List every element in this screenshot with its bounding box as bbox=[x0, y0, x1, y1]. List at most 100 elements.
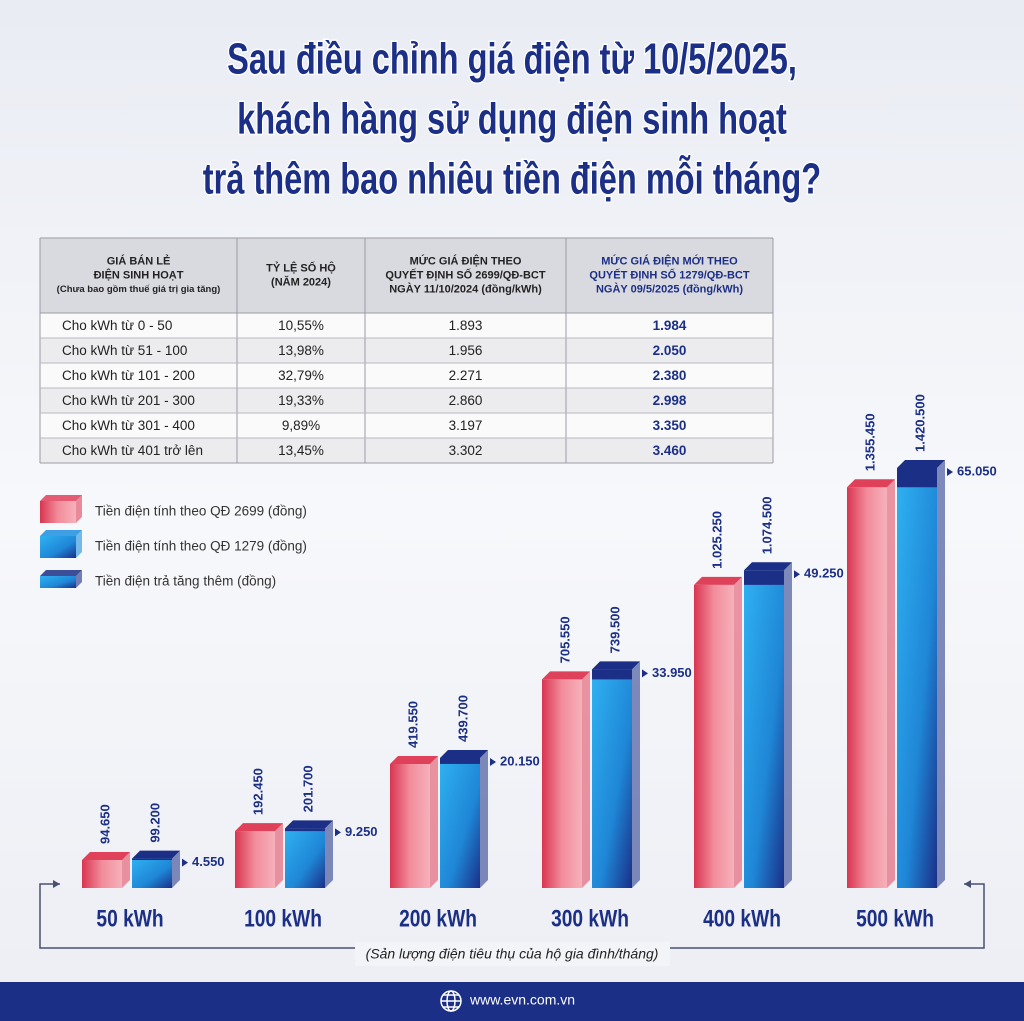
bar-top bbox=[847, 479, 895, 488]
table-cell: 2.380 bbox=[653, 368, 687, 383]
category-group: 500 kWh bbox=[856, 904, 934, 932]
bar-side bbox=[430, 755, 438, 888]
increase-segment bbox=[897, 468, 937, 488]
bar-top bbox=[132, 850, 180, 859]
title-line-group: trả thêm bao nhiêu tiền điện mỗi tháng? bbox=[202, 153, 823, 206]
category-group: 100 kWh bbox=[244, 904, 322, 932]
footer-bar bbox=[0, 982, 1024, 1021]
bar-top bbox=[694, 576, 742, 585]
bar bbox=[285, 828, 325, 888]
legend-swatch-top bbox=[40, 530, 82, 536]
increase-label: 9.250 bbox=[345, 824, 378, 839]
table-header-text: (Chưa bao gồm thuế giá trị gia tăng) bbox=[57, 284, 221, 295]
table-cell: 3.460 bbox=[653, 443, 687, 458]
table-cell: Cho kWh từ 0 - 50 bbox=[62, 318, 172, 333]
bar-side bbox=[887, 479, 895, 888]
value-label: 439.700 bbox=[455, 695, 470, 742]
increase-arrow bbox=[490, 757, 496, 766]
bar-side bbox=[784, 562, 792, 888]
category-group: 400 kWh bbox=[703, 904, 781, 932]
category-group: 300 kWh bbox=[551, 904, 629, 932]
table-cell: 2.271 bbox=[449, 368, 483, 383]
table-row-bg bbox=[40, 388, 773, 413]
table-cell: 3.197 bbox=[449, 418, 483, 433]
bar bbox=[132, 858, 172, 888]
bar bbox=[694, 584, 734, 888]
table-row-bg bbox=[40, 438, 773, 463]
bar bbox=[592, 669, 632, 888]
bar-top bbox=[440, 749, 488, 758]
value-label: 1.074.500 bbox=[759, 496, 774, 554]
title: Sau điều chỉnh giá điện từ 10/5/2025, khá… bbox=[202, 34, 823, 206]
table-cell: Cho kWh từ 301 - 400 bbox=[62, 418, 195, 433]
category-label: 100 kWh bbox=[244, 904, 322, 932]
bar-top bbox=[744, 562, 792, 571]
value-label: 192.450 bbox=[250, 768, 265, 815]
title-line: Sau điều chỉnh giá điện từ 10/5/2025, bbox=[227, 35, 797, 84]
legend-swatch-top bbox=[40, 495, 82, 501]
table-cell: 2.998 bbox=[653, 393, 687, 408]
table-header-text: GIÁ BÁN LẺ bbox=[107, 254, 171, 267]
increase-segment bbox=[285, 828, 325, 832]
legend-swatch bbox=[40, 536, 76, 558]
title-line: trả thêm bao nhiêu tiền điện mỗi tháng? bbox=[203, 154, 821, 204]
legend-swatch-side bbox=[76, 495, 82, 523]
table-cell: 10,55% bbox=[278, 318, 324, 333]
value-label: 1.355.450 bbox=[862, 413, 877, 471]
increase-arrow bbox=[642, 669, 648, 678]
bar bbox=[897, 468, 937, 888]
bar bbox=[82, 860, 122, 888]
increase-segment bbox=[132, 858, 172, 861]
increase-label: 65.050 bbox=[957, 463, 997, 478]
bar-top bbox=[285, 820, 333, 829]
increase-arrow bbox=[947, 468, 953, 476]
category-group: 200 kWh bbox=[399, 904, 477, 932]
value-label: 419.550 bbox=[405, 701, 420, 748]
increase-segment bbox=[440, 757, 480, 764]
legend-label: Tiền điện tính theo QĐ 2699 (đồng) bbox=[95, 504, 307, 519]
table-header-bg bbox=[40, 238, 773, 313]
value-label: 201.700 bbox=[300, 765, 315, 812]
table-cell: Cho kWh từ 201 - 300 bbox=[62, 393, 195, 408]
table-cell: Cho kWh từ 401 trở lên bbox=[62, 443, 203, 458]
x-axis-label: (Sản lượng điện tiêu thụ của hộ gia đình… bbox=[366, 946, 659, 962]
bar-side bbox=[325, 820, 333, 888]
footer-url: www.evn.com.vn bbox=[469, 992, 575, 1008]
legend-swatch bbox=[40, 576, 76, 588]
increase-label: 49.250 bbox=[804, 566, 844, 581]
table-cell: 13,98% bbox=[278, 343, 324, 358]
table-header-text: TỶ LỆ SỐ HỘ bbox=[266, 260, 336, 274]
table-header-text: MỨC GIÁ ĐIỆN THEO bbox=[410, 254, 522, 267]
table-row-bg bbox=[40, 363, 773, 388]
bar-side bbox=[275, 823, 283, 888]
value-label: 99.200 bbox=[147, 803, 162, 843]
title-line: khách hàng sử dụng điện sinh hoạt bbox=[237, 95, 787, 144]
category-label: 200 kWh bbox=[399, 904, 477, 932]
legend-swatch-top bbox=[40, 570, 82, 576]
bar-top bbox=[82, 852, 130, 861]
bar-side bbox=[582, 671, 590, 888]
bar-top bbox=[542, 671, 590, 680]
bar-side bbox=[937, 460, 945, 888]
legend: Tiền điện tính theo QĐ 2699 (đồng) Tiền đ… bbox=[40, 495, 307, 589]
table-header-text: NGÀY 09/5/2025 (đồng/kWh) bbox=[596, 282, 743, 295]
bar-chart: 94.650 99.200 4.550 50 kWh 192.450 201.700 9.2… bbox=[82, 394, 997, 932]
value-label: 94.650 bbox=[97, 804, 112, 844]
title-line-group: khách hàng sử dụng điện sinh hoạt bbox=[236, 94, 788, 145]
bar bbox=[235, 831, 275, 888]
increase-arrow bbox=[794, 570, 800, 579]
category-label: 400 kWh bbox=[703, 904, 781, 932]
value-label: 1.420.500 bbox=[912, 394, 927, 452]
bar-side bbox=[480, 749, 488, 888]
category-label: 500 kWh bbox=[856, 904, 934, 932]
bar-side bbox=[734, 576, 742, 888]
bar-side bbox=[632, 661, 640, 888]
bar-top bbox=[897, 460, 945, 468]
bar-side bbox=[172, 850, 180, 888]
legend-swatch-side bbox=[76, 570, 82, 588]
bar-side bbox=[122, 852, 130, 888]
table-header-text: ĐIỆN SINH HOẠT bbox=[94, 268, 184, 281]
legend-label: Tiền điện tính theo QĐ 1279 (đồng) bbox=[95, 539, 307, 554]
